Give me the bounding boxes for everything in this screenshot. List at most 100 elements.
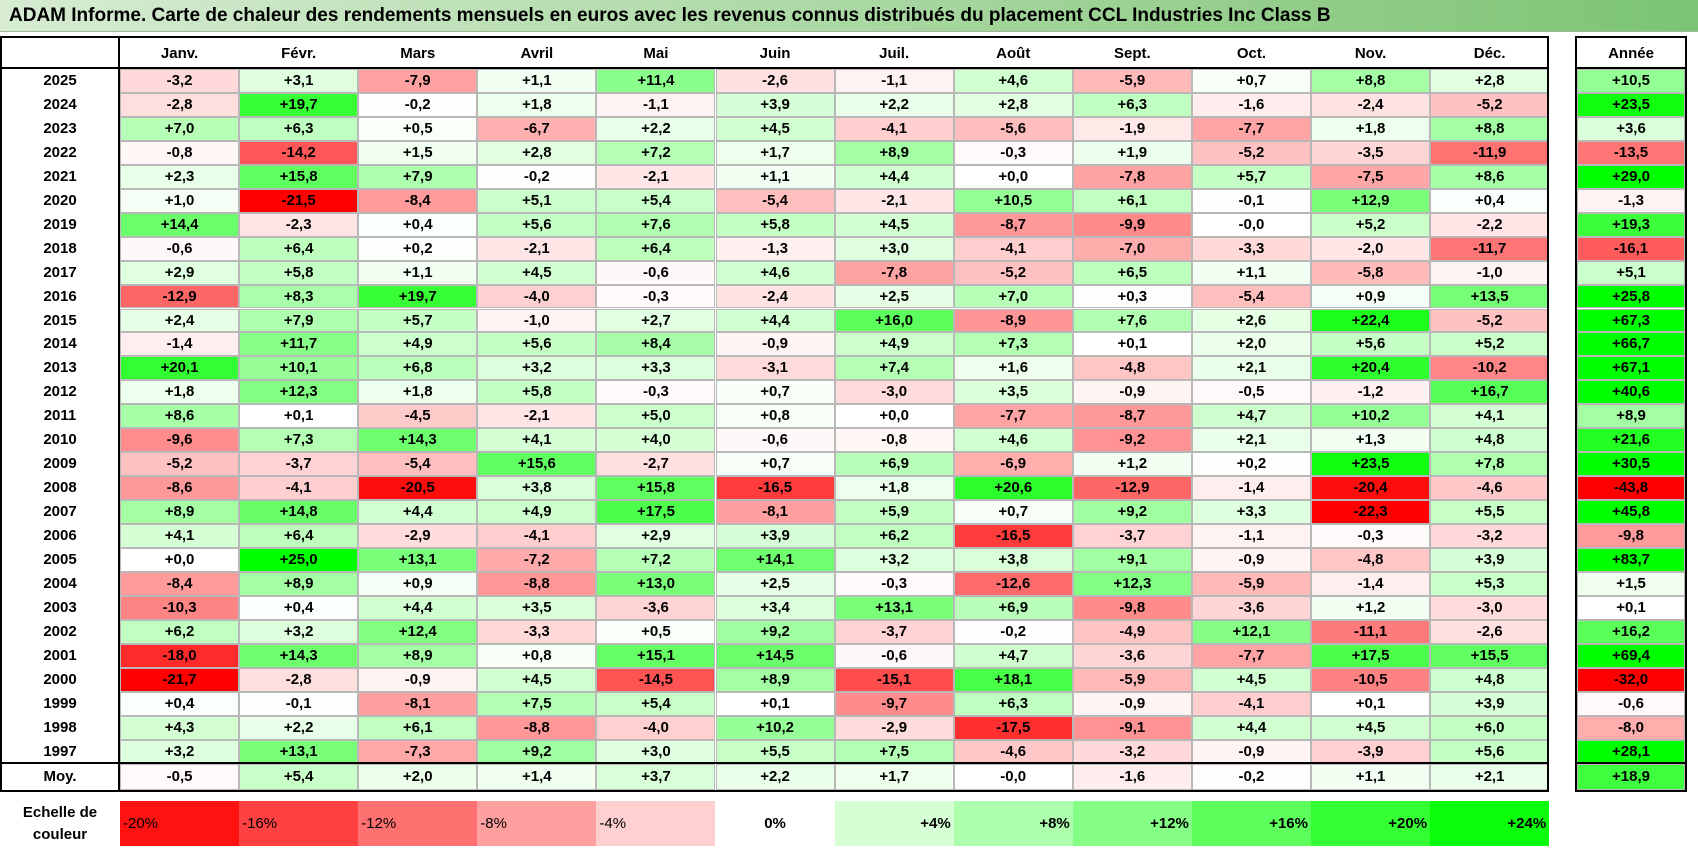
heatmap-cell: +8,8 — [1311, 69, 1431, 93]
year-label: 2025 — [43, 72, 77, 89]
heatmap-cell: +3,2 — [239, 619, 359, 644]
heatmap-cell: +4,5 — [715, 116, 835, 141]
annual-cell: -32,0 — [1577, 667, 1685, 692]
annual-cell: +69,4 — [1577, 643, 1685, 668]
heatmap-cell: -11,9 — [1430, 140, 1550, 165]
color-scale-swatch: +24% — [1430, 801, 1550, 846]
year-label: 2000 — [43, 670, 77, 688]
heatmap-cell: -4,9 — [1072, 619, 1192, 644]
heatmap-cell: -1,6 — [1191, 92, 1311, 117]
heatmap-cell: +4,4 — [834, 164, 954, 189]
heatmap-cell: +4,5 — [1311, 715, 1431, 740]
header-separator — [0, 67, 1549, 69]
average-cell: -1,6 — [1072, 764, 1192, 790]
annual-cell: +3,6 — [1577, 116, 1685, 141]
heatmap-cell: +4,7 — [953, 643, 1073, 668]
heatmap-cell: +16,7 — [1430, 380, 1550, 405]
heatmap-cell: -3,2 — [1072, 739, 1192, 764]
heatmap-cell: -1,3 — [715, 236, 835, 261]
year-label: 2011 — [43, 407, 77, 425]
heatmap-cell: +7,2 — [596, 548, 716, 572]
heatmap-cell: +3,9 — [715, 92, 835, 117]
annual-header: Année — [1608, 45, 1654, 62]
heatmap-cell: +3,9 — [1430, 691, 1550, 716]
average-separator — [0, 762, 1549, 764]
heatmap-cell: +7,0 — [953, 284, 1073, 309]
heatmap-cell: +5,8 — [239, 260, 359, 285]
heatmap-cell: +15,6 — [477, 452, 597, 477]
average-separator-annual — [1575, 762, 1687, 764]
heatmap-cell: -0,1 — [239, 691, 359, 716]
heatmap-cell: -5,4 — [358, 452, 478, 477]
heatmap-cell: +22,4 — [1311, 308, 1431, 333]
heatmap-cell: -20,5 — [358, 476, 478, 501]
annual-cell: +83,7 — [1577, 548, 1685, 572]
heatmap-cell: +5,8 — [715, 212, 835, 237]
heatmap-cell: +20,6 — [953, 476, 1073, 501]
heatmap-cell: +1,1 — [715, 164, 835, 189]
year-label: 2010 — [43, 431, 77, 449]
year-label: 2012 — [43, 383, 77, 401]
heatmap-cell: -2,9 — [834, 715, 954, 740]
heatmap-cell: -2,9 — [358, 524, 478, 548]
heatmap-cell: +20,1 — [120, 356, 240, 381]
heatmap-cell: -7,2 — [477, 548, 597, 572]
year-label: 2018 — [43, 239, 77, 257]
heatmap-cell: -2,8 — [239, 667, 359, 692]
heatmap-cell: -2,6 — [715, 69, 835, 93]
average-cell: -0,0 — [953, 764, 1073, 790]
heatmap-cell: +0,2 — [358, 236, 478, 261]
heatmap-cell: +6,0 — [1430, 715, 1550, 740]
heatmap-cell: +17,5 — [1311, 643, 1431, 668]
heatmap-cell: +4,8 — [1430, 428, 1550, 453]
annual-cell: +0,1 — [1577, 595, 1685, 620]
heatmap-cell: -22,3 — [1311, 500, 1431, 525]
heatmap-cell: +6,4 — [239, 236, 359, 261]
annual-cell: -9,8 — [1577, 524, 1685, 548]
heatmap-cell: +5,4 — [596, 188, 716, 213]
heatmap-cell: -10,3 — [120, 595, 240, 620]
heatmap-cell: +7,5 — [834, 739, 954, 764]
heatmap-cell: +0,2 — [1191, 452, 1311, 477]
heatmap-cell: +4,1 — [477, 428, 597, 453]
heatmap-cell: +8,9 — [239, 571, 359, 596]
heatmap-cell: +3,0 — [596, 739, 716, 764]
color-scale-swatch: -20% — [120, 801, 240, 846]
heatmap-cell: -4,8 — [1311, 548, 1431, 572]
average-cell: +5,4 — [239, 764, 359, 790]
month-header: Nov. — [1354, 45, 1387, 62]
heatmap-cell: -4,6 — [1430, 476, 1550, 501]
heatmap-cell: -18,0 — [120, 643, 240, 668]
heatmap-cell: +0,7 — [953, 500, 1073, 525]
heatmap-cell: -0,2 — [358, 92, 478, 117]
heatmap-cell: -2,3 — [239, 212, 359, 237]
heatmap-cell: -1,0 — [477, 308, 597, 333]
color-scale-swatch: +20% — [1311, 801, 1431, 846]
heatmap-cell: +6,5 — [1072, 260, 1192, 285]
month-header: Janv. — [160, 45, 199, 62]
heatmap-cell: +9,2 — [1072, 500, 1192, 525]
heatmap-cell: +4,6 — [715, 260, 835, 285]
heatmap-cell: -4,8 — [1072, 356, 1192, 381]
heatmap-cell: -5,9 — [1072, 69, 1192, 93]
heatmap-cell: -3,0 — [834, 380, 954, 405]
year-label: 2002 — [43, 622, 77, 640]
heatmap-cell: -0,9 — [715, 332, 835, 357]
heatmap-cell: +2,2 — [834, 92, 954, 117]
heatmap-cell: -14,2 — [239, 140, 359, 165]
heatmap-cell: +13,5 — [1430, 284, 1550, 309]
heatmap-cell: +0,5 — [358, 116, 478, 141]
heatmap-cell: +5,2 — [1430, 332, 1550, 357]
heatmap-cell: +5,6 — [1311, 332, 1431, 357]
heatmap-cell: +0,1 — [1311, 691, 1431, 716]
color-scale-swatch: +8% — [953, 801, 1073, 846]
heatmap-cell: -5,2 — [1430, 308, 1550, 333]
heatmap-cell: -0,0 — [1191, 212, 1311, 237]
heatmap-cell: -2,1 — [834, 188, 954, 213]
average-cell: +1,4 — [477, 764, 597, 790]
heatmap-cell: -9,9 — [1072, 212, 1192, 237]
header-separator-annual — [1575, 67, 1687, 69]
heatmap-cell: +11,7 — [239, 332, 359, 357]
heatmap-cell: -3,3 — [1191, 236, 1311, 261]
year-label: 2004 — [43, 574, 77, 592]
